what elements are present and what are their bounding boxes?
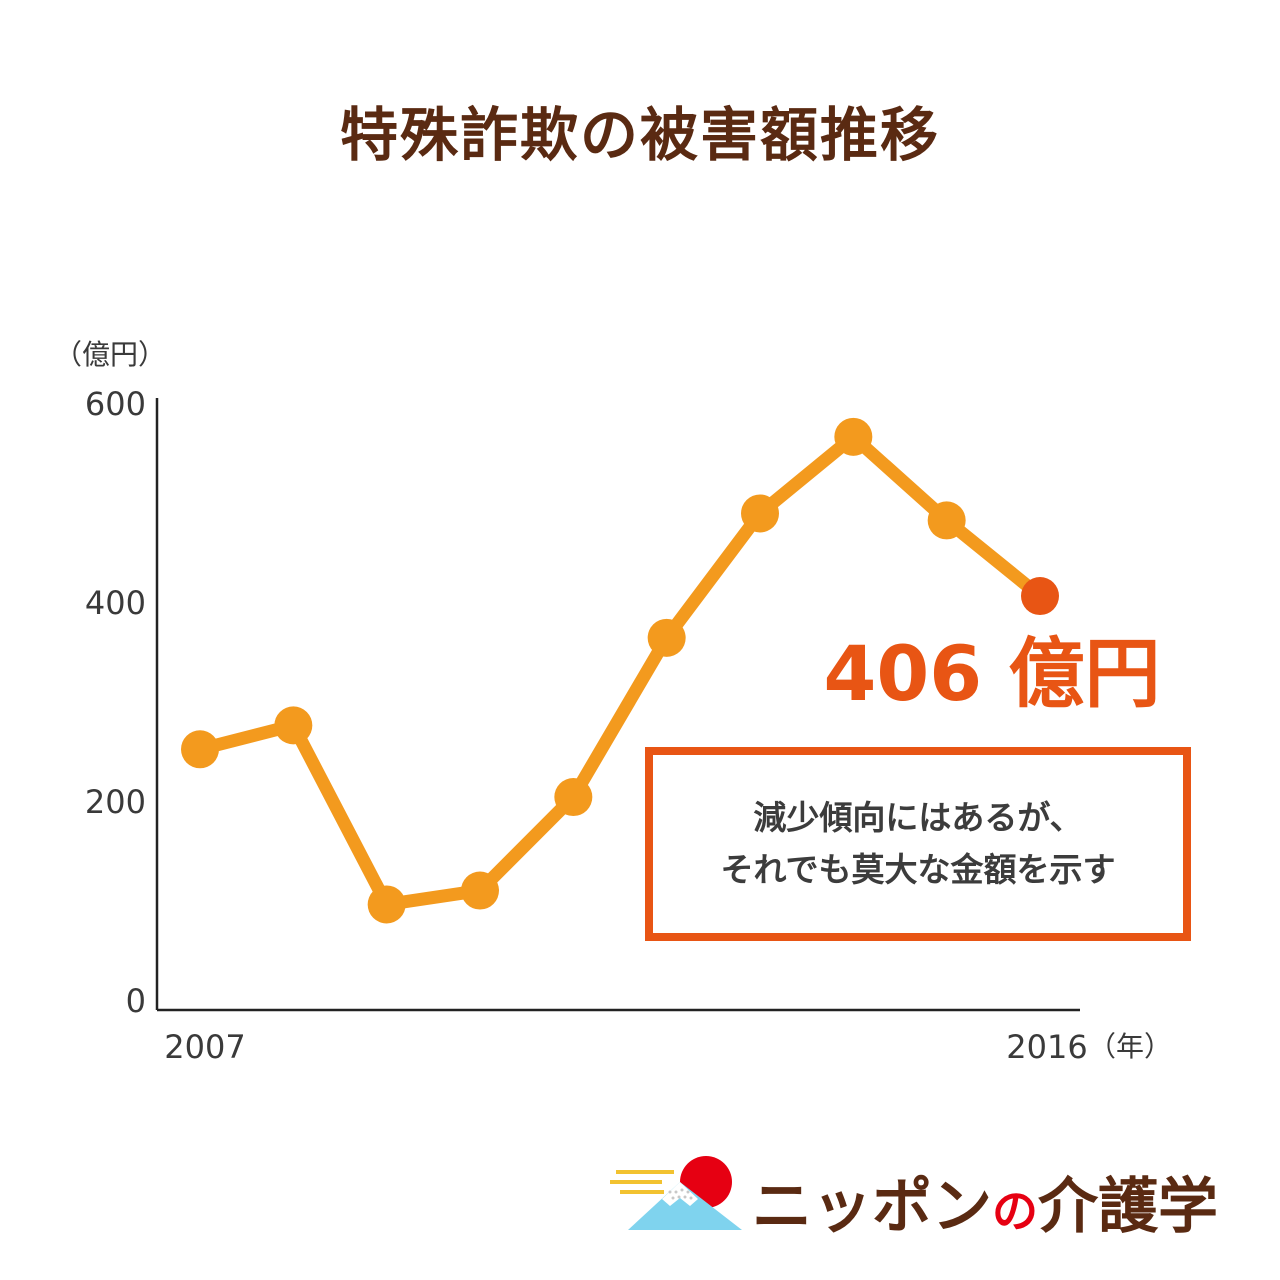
data-point: [554, 778, 593, 817]
logo-text: ニッポンの介護学: [752, 1158, 1218, 1245]
y-tick-label: 0: [126, 982, 146, 1020]
y-tick-label: 400: [85, 584, 146, 622]
series-line-layer: [193, 430, 1047, 911]
site-logo: ニッポンの介護学: [610, 1150, 1250, 1242]
x-tick-label: 2007: [164, 1028, 245, 1066]
y-tick-label: 600: [85, 385, 146, 423]
x-tick-label: 2016: [1006, 1028, 1087, 1066]
data-point: [647, 618, 686, 657]
axes: [155, 398, 1080, 1012]
series-line: [193, 430, 1047, 911]
mount-fuji-logo-icon: [610, 1156, 742, 1230]
annotation-value-label: 406 億円: [823, 629, 1160, 718]
annotation-box: 減少傾向にはあるが、 それでも莫大な金額を示す: [645, 747, 1191, 941]
highlighted-data-point: [1021, 577, 1059, 616]
logo-text-main: ニッポン: [752, 1172, 992, 1242]
logo-text-tail: 介護学: [1038, 1172, 1218, 1242]
annotation-layer: 406 億円: [823, 629, 1160, 718]
x-axis-unit-label: （年）: [1088, 1030, 1172, 1063]
data-point: [834, 417, 873, 456]
data-points: [181, 417, 1059, 924]
annotation-line-2: それでも莫大な金額を示す: [720, 850, 1116, 889]
logo-text-no: の: [992, 1184, 1038, 1238]
data-point: [367, 885, 406, 924]
annotation-line-1: 減少傾向にはあるが、: [753, 798, 1083, 837]
y-axis-unit-label: （億円）: [54, 338, 166, 371]
chart-title: 特殊詐欺の被害額推移: [339, 101, 940, 169]
y-tick-label: 200: [85, 783, 146, 821]
data-point: [461, 871, 499, 910]
data-point: [181, 730, 219, 769]
tick-labels: 0 200 400 600 （億円） 2007 2016 （年）: [54, 338, 1172, 1066]
data-point: [274, 706, 313, 745]
data-point: [927, 501, 966, 540]
data-point: [741, 494, 779, 533]
